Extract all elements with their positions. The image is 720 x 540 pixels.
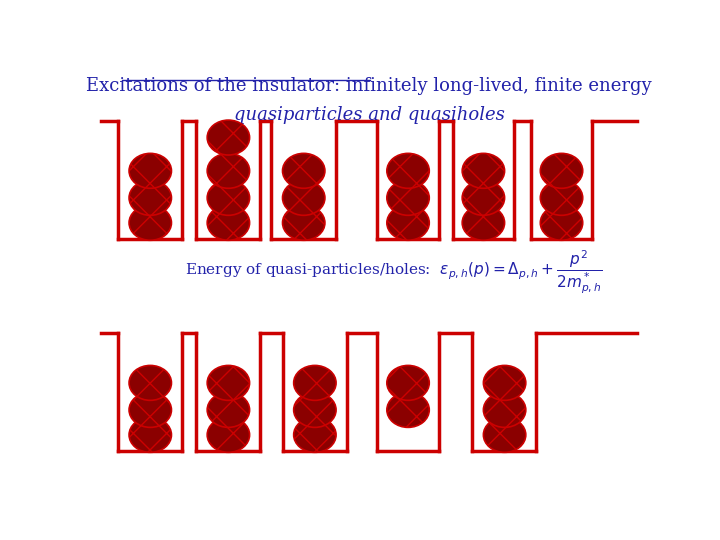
Ellipse shape (462, 153, 505, 188)
Ellipse shape (483, 393, 526, 427)
Ellipse shape (387, 180, 429, 215)
Ellipse shape (207, 120, 250, 155)
Ellipse shape (207, 393, 250, 427)
Ellipse shape (207, 366, 250, 400)
Text: Excitations of the insulator: infinitely long-lived, finite energy: Excitations of the insulator: infinitely… (86, 77, 652, 95)
Ellipse shape (387, 393, 429, 427)
Ellipse shape (207, 180, 250, 215)
Ellipse shape (387, 366, 429, 400)
Ellipse shape (483, 417, 526, 453)
Ellipse shape (294, 417, 336, 453)
Ellipse shape (129, 417, 171, 453)
Ellipse shape (282, 153, 325, 188)
Ellipse shape (462, 180, 505, 215)
Ellipse shape (207, 205, 250, 240)
Ellipse shape (129, 393, 171, 427)
Ellipse shape (540, 153, 582, 188)
Ellipse shape (282, 180, 325, 215)
Ellipse shape (129, 180, 171, 215)
Ellipse shape (282, 205, 325, 240)
Ellipse shape (540, 180, 582, 215)
Text: Energy of quasi-particles/holes:  $\varepsilon_{p,h}(p) = \Delta_{p,h} + \dfrac{: Energy of quasi-particles/holes: $\varep… (185, 249, 603, 296)
Ellipse shape (294, 393, 336, 427)
Ellipse shape (540, 205, 582, 240)
Ellipse shape (387, 153, 429, 188)
Ellipse shape (387, 205, 429, 240)
Ellipse shape (129, 205, 171, 240)
Text: quasiparticles and quasiholes: quasiparticles and quasiholes (233, 106, 505, 124)
Ellipse shape (483, 366, 526, 400)
Ellipse shape (129, 366, 171, 400)
Ellipse shape (207, 153, 250, 188)
Ellipse shape (294, 366, 336, 400)
Ellipse shape (462, 205, 505, 240)
Ellipse shape (129, 153, 171, 188)
Ellipse shape (207, 417, 250, 453)
